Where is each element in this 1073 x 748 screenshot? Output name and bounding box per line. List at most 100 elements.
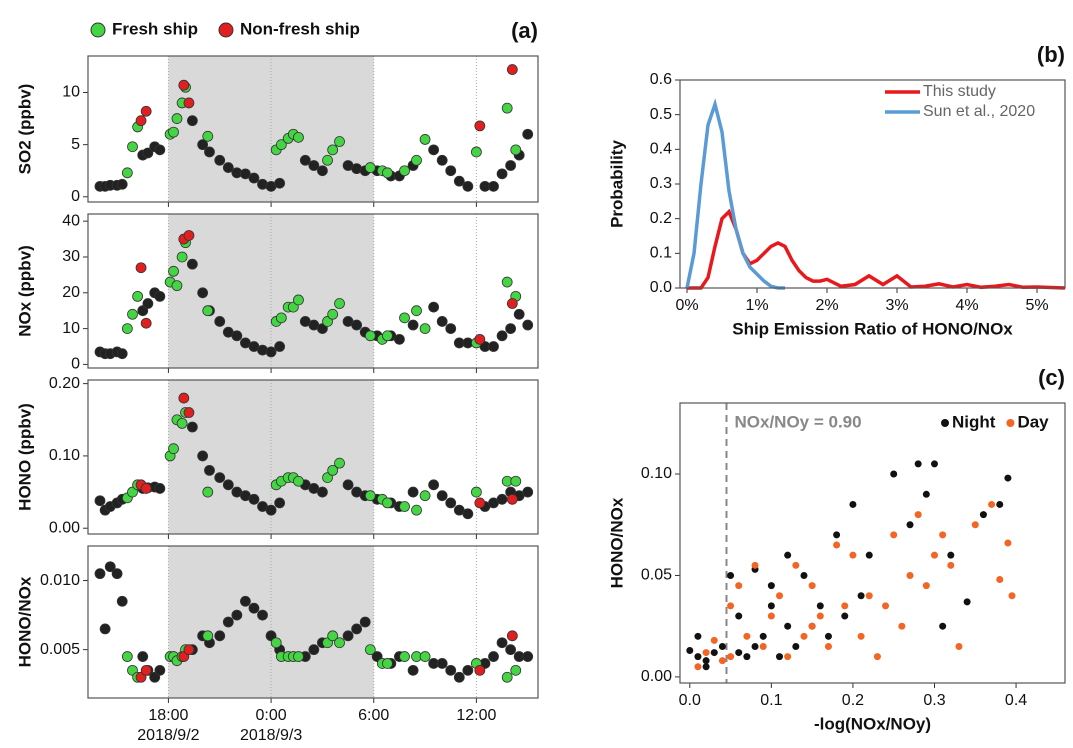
point (202, 130, 214, 142)
y-axis-label: HONO/NOx (15, 576, 34, 667)
point (116, 178, 128, 190)
point (833, 531, 841, 539)
point (204, 146, 215, 158)
y-tick-label: 0.2 (650, 210, 672, 227)
point (186, 115, 198, 127)
point (419, 651, 431, 662)
y-axis-label: HONO (ppbv) (15, 403, 34, 511)
panel: 0 5 10 (a) SO2 (ppbv) Fresh ship Non-fresh shi… (15, 18, 539, 207)
point (727, 602, 735, 610)
point (506, 630, 518, 642)
point (135, 115, 147, 127)
y-tick-label: 0 (71, 356, 80, 373)
point (505, 323, 517, 335)
point (116, 595, 128, 607)
point (231, 609, 243, 621)
x-tick-label: 0.1 (760, 692, 782, 709)
point (407, 486, 419, 498)
point (906, 521, 914, 529)
point (702, 663, 710, 671)
point (168, 443, 179, 455)
point (231, 330, 243, 342)
point (248, 493, 260, 505)
point (116, 348, 128, 360)
point (248, 172, 260, 184)
point (694, 653, 702, 661)
point (127, 308, 138, 320)
point (971, 521, 979, 529)
point (488, 180, 499, 192)
point (135, 262, 147, 274)
point (792, 561, 800, 569)
y-axis-label: HONO/NOx (607, 497, 626, 588)
point (922, 582, 930, 590)
point (168, 265, 179, 277)
point (522, 486, 534, 498)
y-tick-label: 0.05 (641, 567, 672, 584)
point (496, 493, 508, 505)
point (154, 290, 166, 302)
legend-marker (1006, 419, 1015, 427)
point (419, 134, 431, 145)
x-date-label: 2018/9/2 (137, 727, 199, 744)
point (382, 497, 393, 509)
point (496, 168, 508, 180)
legend-label: Night (952, 412, 996, 431)
point (784, 622, 792, 630)
point (142, 147, 154, 159)
point (342, 630, 354, 642)
point (996, 576, 1004, 584)
panel-title: (c) (1038, 365, 1065, 390)
y-tick-label: 10 (62, 84, 80, 101)
point (222, 616, 234, 628)
point (824, 642, 832, 650)
x-tick-label: 0% (675, 297, 698, 314)
y-tick-label: 0.5 (650, 106, 672, 123)
point (474, 120, 486, 132)
point (176, 251, 188, 263)
point (759, 642, 767, 650)
panel: 0.0 0.1 0.2 0.3 0.4 0.00 0.05 0.10 NOx/NOy = 0.9… (607, 365, 1066, 733)
legend-marker (90, 22, 106, 38)
point (140, 105, 152, 117)
y-tick-label: 0.20 (49, 375, 80, 392)
point (841, 612, 849, 620)
x-tick-label: 0.2 (842, 692, 864, 709)
y-tick-label: 0.010 (40, 572, 80, 589)
x-tick-label: 5% (1025, 297, 1048, 314)
point (914, 511, 922, 519)
point (364, 330, 376, 342)
point (849, 500, 857, 508)
y-axis-label: SO2 (ppbv) (15, 84, 34, 175)
point (428, 479, 440, 491)
point (394, 333, 405, 345)
point (522, 128, 534, 140)
point (445, 323, 457, 335)
panel: 18:00 0:00 6:00 12:00 2018/9/2 2018/9/3 0.005 0… (15, 545, 539, 744)
point (308, 160, 320, 171)
y-axis-label: NOx (ppbv) (15, 245, 34, 337)
point (471, 486, 482, 498)
point (176, 417, 188, 429)
point (171, 280, 183, 292)
point (506, 64, 518, 75)
point (841, 602, 849, 610)
point (833, 541, 841, 549)
point (930, 551, 938, 559)
y-tick-label: 20 (62, 284, 80, 301)
point (327, 630, 339, 642)
y-tick-label: 40 (62, 212, 80, 229)
point (351, 319, 363, 331)
line (685, 98, 785, 290)
point (710, 636, 718, 644)
point (436, 490, 448, 502)
point (222, 162, 234, 173)
point (784, 551, 792, 559)
point (988, 500, 996, 508)
y-tick-label: 0.4 (650, 141, 672, 158)
legend-marker (218, 22, 234, 38)
legend-label: Sun et al., 2020 (923, 103, 1035, 120)
point (240, 595, 251, 607)
plot-frame (87, 213, 539, 369)
y-tick-label: 0.6 (650, 71, 672, 88)
